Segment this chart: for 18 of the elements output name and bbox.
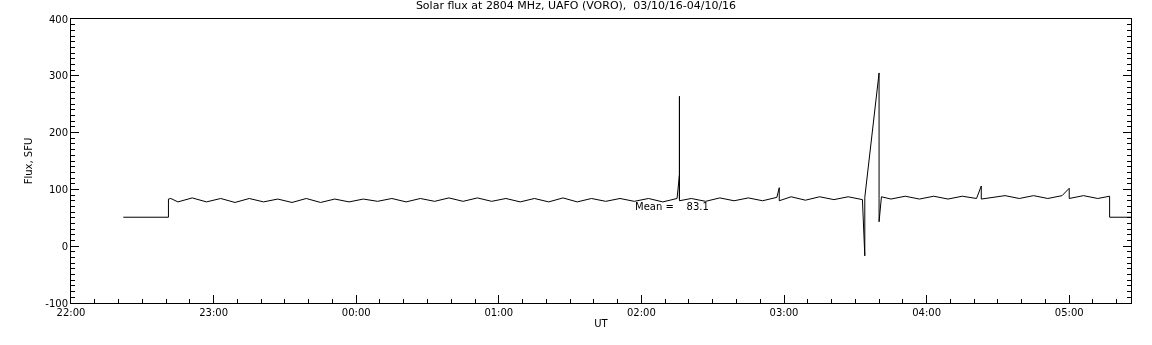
x-tick-label: 00:00	[341, 307, 371, 318]
y-tick-label: 300	[48, 70, 68, 82]
chart-title: Solar flux at 2804 MHz, UAFO (VORO), 03/10/16-04/10/16	[415, 0, 737, 13]
x-tick-label: 23:00	[199, 307, 229, 318]
x-tick-label: 02:00	[626, 307, 656, 318]
y-tick-label: 200	[48, 127, 68, 139]
x-tick-label: 22:00	[56, 307, 86, 318]
y-tick-label: 100	[48, 183, 68, 195]
x-tick-label: 05:00	[1054, 307, 1084, 318]
x-axis-title: UT	[594, 317, 609, 329]
y-tick-label: -100	[45, 297, 68, 309]
y-axis-title: Flux, SFU	[23, 137, 35, 185]
x-tick-label: 01:00	[484, 307, 514, 318]
y-tick-label: 0	[61, 240, 68, 252]
x-tick-label: 04:00	[912, 307, 942, 318]
annotation: Mean = 83.1	[635, 201, 709, 212]
y-tick-label: 400	[48, 13, 68, 25]
x-tick-label: 03:00	[769, 307, 799, 318]
